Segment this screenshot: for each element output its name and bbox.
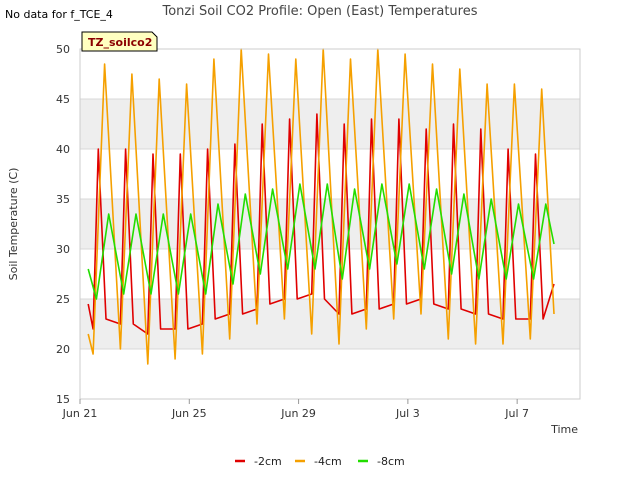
x-axis: Jun 21 Jun 25 Jun 29 Jul 3 Jul 7 (62, 399, 529, 420)
y-tick-label: 30 (56, 243, 70, 256)
y-tick-label: 45 (56, 93, 70, 106)
background-band (80, 299, 580, 349)
dataset-badge: TZ_soilco2 (81, 31, 158, 52)
y-axis-label: Soil Temperature (C) (7, 168, 20, 281)
legend-label: -2cm (254, 455, 282, 468)
y-tick-label: 25 (56, 293, 70, 306)
y-tick-label: 15 (56, 393, 70, 406)
series-line-8cm (87, 183, 555, 300)
legend-label: -4cm (314, 455, 342, 468)
series-layer (87, 48, 555, 365)
x-tick-label: Jun 29 (280, 407, 316, 420)
plot-frame (79, 48, 581, 400)
series-line-4cm (87, 48, 555, 365)
x-tick-label: Jun 25 (171, 407, 207, 420)
y-tick-label: 40 (56, 143, 70, 156)
chart-title: Tonzi Soil CO2 Profile: Open (East) Temp… (161, 4, 477, 19)
legend-label: -8cm (377, 455, 405, 468)
plot-background (80, 49, 580, 399)
legend: -2cm -4cm -8cm (235, 455, 405, 468)
y-axis: 15 20 25 30 35 40 45 50 (56, 43, 70, 406)
background-band (80, 99, 580, 149)
x-tick-label: Jun 21 (62, 407, 98, 420)
y-tick-label: 50 (56, 43, 70, 56)
x-axis-label: Time (550, 423, 578, 436)
no-data-note: No data for f_TCE_4 (5, 8, 113, 21)
y-tick-label: 20 (56, 343, 70, 356)
x-tick-label: Jul 7 (504, 407, 529, 420)
badge-box (81, 31, 158, 52)
badge-label: TZ_soilco2 (88, 36, 152, 49)
y-tick-label: 35 (56, 193, 70, 206)
x-tick-label: Jul 3 (395, 407, 420, 420)
series-line-2cm (87, 113, 555, 335)
